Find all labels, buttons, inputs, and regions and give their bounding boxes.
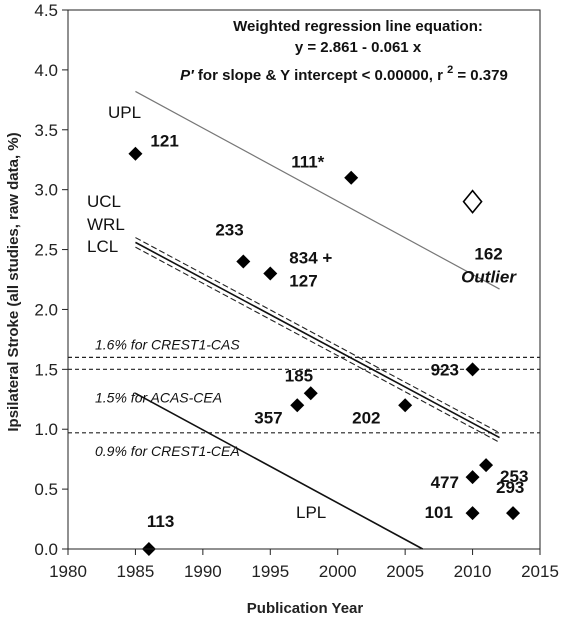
- point-label: 111*: [291, 153, 324, 172]
- data-point: [506, 506, 521, 521]
- point-label: 233: [215, 221, 243, 240]
- plot-frame: [67, 9, 541, 550]
- data-point: [236, 254, 251, 269]
- data-point: [479, 458, 494, 473]
- y-tick-label: 3.5: [34, 121, 58, 140]
- p-prime-text: for slope & Y intercept < 0.00000, r: [194, 67, 447, 84]
- x-tick-label: 2005: [386, 562, 424, 581]
- r-squared-sup: 2: [447, 64, 453, 76]
- data-point: [128, 146, 143, 161]
- y-tick-label: 1.0: [34, 420, 58, 439]
- threshold-label: 1.6% for CREST1-CAS: [95, 336, 240, 352]
- threshold-label: 0.9% for CREST1-CEA: [95, 443, 240, 459]
- equation-line-3: P′ for slope & Y intercept < 0.00000, r …: [180, 64, 508, 84]
- y-tick-label: 2.0: [34, 300, 58, 319]
- point-label: 121: [150, 132, 178, 151]
- line-label-ucl: UCL: [87, 192, 121, 211]
- x-tick-label: 2000: [319, 562, 357, 581]
- outlier-point: [462, 189, 483, 214]
- x-tick-label: 2010: [454, 562, 492, 581]
- equation-line-1: Weighted regression line equation:: [233, 18, 483, 35]
- y-tick-label: 0.0: [34, 540, 58, 559]
- y-tick-label: 4.0: [34, 61, 58, 80]
- y-tick-label: 0.5: [34, 480, 58, 499]
- point-label: 101: [425, 503, 453, 522]
- line-ucl: [135, 237, 500, 434]
- line-lcl: [135, 246, 500, 443]
- data-point: [263, 266, 278, 281]
- line-wrl: [135, 241, 500, 439]
- point-label: 477: [431, 473, 459, 492]
- point-label: 834 +: [289, 249, 332, 268]
- y-tick-label: 4.5: [34, 1, 58, 20]
- line-label-lcl: LCL: [87, 237, 118, 256]
- p-prime: P′: [180, 67, 195, 84]
- data-point: [465, 506, 480, 521]
- line-lpl: [135, 392, 424, 550]
- y-tick-label: 2.5: [34, 241, 58, 260]
- data-point: [465, 470, 480, 485]
- point-label: 357: [254, 408, 282, 427]
- point-label: 202: [352, 408, 380, 427]
- line-label-upl: UPL: [108, 103, 141, 122]
- line-upl: [135, 90, 500, 290]
- line-label-wrl: WRL: [87, 215, 125, 234]
- line-label-lpl: LPL: [296, 503, 326, 522]
- x-tick-label: 1990: [184, 562, 222, 581]
- outlier-note-label: Outlier: [461, 268, 517, 287]
- outlier-id-label: 162: [474, 245, 502, 264]
- point-label: 113: [147, 512, 174, 531]
- y-tick-label: 1.5: [34, 360, 58, 379]
- y-tick-label: 3.0: [34, 181, 58, 200]
- x-tick-label: 1980: [49, 562, 87, 581]
- x-tick-label: 1985: [117, 562, 155, 581]
- point-label: 293: [496, 478, 524, 497]
- x-tick-label: 2015: [521, 562, 559, 581]
- r-squared-value: = 0.379: [453, 67, 508, 84]
- x-axis-title: Publication Year: [247, 600, 364, 617]
- point-label: 127: [289, 272, 317, 291]
- data-point: [290, 398, 305, 413]
- point-label: 185: [285, 366, 313, 385]
- point-label: 253: [500, 467, 528, 486]
- y-axis-title: Ipsilateral Stroke (all studies, raw dat…: [5, 132, 22, 431]
- data-point: [344, 170, 359, 185]
- point-label: 923: [431, 360, 459, 379]
- data-point: [465, 362, 480, 377]
- threshold-label: 1.5% for ACAS-CEA: [95, 389, 222, 405]
- data-point: [398, 398, 413, 413]
- equation-line-2: y = 2.861 - 0.061 x: [295, 39, 422, 56]
- data-point: [303, 386, 318, 401]
- x-tick-label: 1995: [251, 562, 289, 581]
